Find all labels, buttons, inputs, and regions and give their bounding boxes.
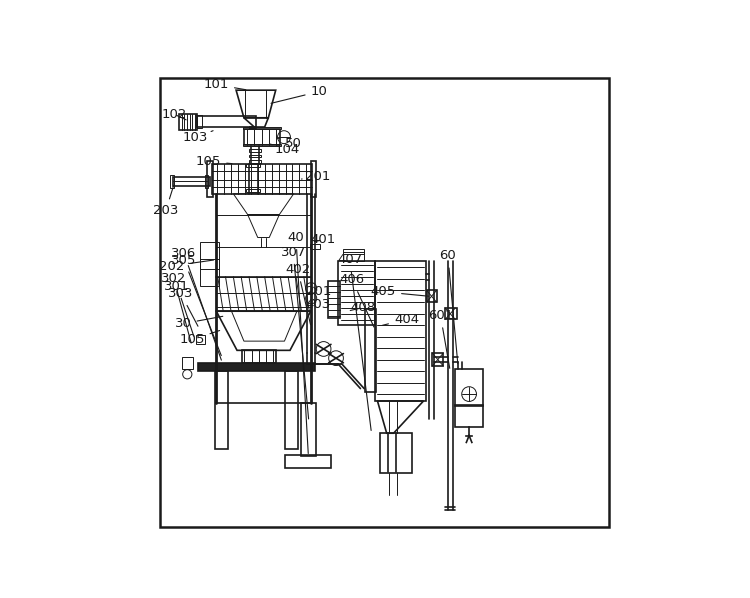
Bar bbox=[172, 177, 210, 186]
Text: 203: 203 bbox=[153, 186, 178, 217]
Text: 201: 201 bbox=[306, 285, 332, 298]
Text: 407: 407 bbox=[338, 253, 371, 431]
Bar bbox=[243, 127, 280, 129]
Text: 305: 305 bbox=[172, 254, 221, 356]
Bar bbox=[455, 369, 483, 405]
Bar bbox=[215, 371, 228, 449]
Bar bbox=[200, 259, 218, 286]
Bar bbox=[380, 433, 412, 473]
Text: 403: 403 bbox=[305, 298, 330, 311]
Text: 404: 404 bbox=[382, 313, 419, 326]
Bar bbox=[249, 149, 261, 152]
Bar bbox=[432, 353, 443, 366]
Bar bbox=[446, 308, 458, 319]
Text: 302: 302 bbox=[161, 273, 191, 343]
Text: 10: 10 bbox=[271, 85, 328, 103]
Bar bbox=[243, 144, 280, 147]
Text: 102: 102 bbox=[161, 108, 187, 121]
Text: 405: 405 bbox=[370, 285, 428, 298]
Text: 30: 30 bbox=[175, 316, 223, 330]
Text: 103: 103 bbox=[183, 131, 213, 144]
Bar bbox=[302, 403, 316, 456]
Bar bbox=[286, 455, 332, 468]
Bar bbox=[244, 129, 280, 145]
Text: 401: 401 bbox=[310, 233, 335, 246]
Text: 601: 601 bbox=[428, 309, 453, 368]
Bar bbox=[179, 114, 197, 130]
Bar bbox=[343, 249, 364, 254]
Bar bbox=[246, 189, 260, 192]
Text: 408: 408 bbox=[350, 301, 375, 314]
Bar bbox=[246, 164, 260, 167]
Bar bbox=[197, 116, 256, 127]
Bar bbox=[310, 245, 320, 249]
Bar bbox=[343, 252, 364, 261]
Bar bbox=[200, 242, 218, 269]
Text: 60: 60 bbox=[440, 249, 458, 364]
Bar bbox=[286, 371, 298, 449]
Bar bbox=[375, 261, 426, 401]
Text: 301: 301 bbox=[164, 280, 194, 336]
Text: 307: 307 bbox=[280, 246, 308, 419]
Bar bbox=[249, 160, 261, 163]
Bar bbox=[197, 115, 202, 129]
Bar bbox=[249, 155, 261, 157]
Text: 303: 303 bbox=[168, 287, 198, 327]
Bar bbox=[365, 309, 376, 392]
Bar bbox=[338, 261, 375, 325]
Text: 104: 104 bbox=[270, 142, 300, 155]
Text: 101: 101 bbox=[203, 78, 246, 91]
Bar bbox=[310, 161, 316, 197]
Bar bbox=[427, 291, 436, 302]
Bar bbox=[328, 281, 340, 318]
Text: 50: 50 bbox=[278, 136, 302, 150]
Text: 406: 406 bbox=[340, 273, 374, 327]
Bar bbox=[455, 405, 483, 427]
Text: 105: 105 bbox=[196, 155, 232, 168]
Text: 40: 40 bbox=[287, 231, 308, 453]
Bar bbox=[196, 335, 205, 344]
Bar bbox=[170, 175, 174, 188]
Bar bbox=[182, 357, 194, 369]
Text: 402: 402 bbox=[285, 263, 310, 325]
Text: 201: 201 bbox=[302, 170, 330, 183]
Text: 105: 105 bbox=[179, 331, 220, 346]
Bar bbox=[242, 350, 276, 363]
Bar bbox=[198, 363, 315, 371]
Bar bbox=[205, 175, 209, 188]
Text: 202: 202 bbox=[159, 260, 214, 273]
Text: 306: 306 bbox=[172, 247, 221, 360]
Bar bbox=[207, 161, 212, 197]
Bar bbox=[211, 164, 311, 194]
